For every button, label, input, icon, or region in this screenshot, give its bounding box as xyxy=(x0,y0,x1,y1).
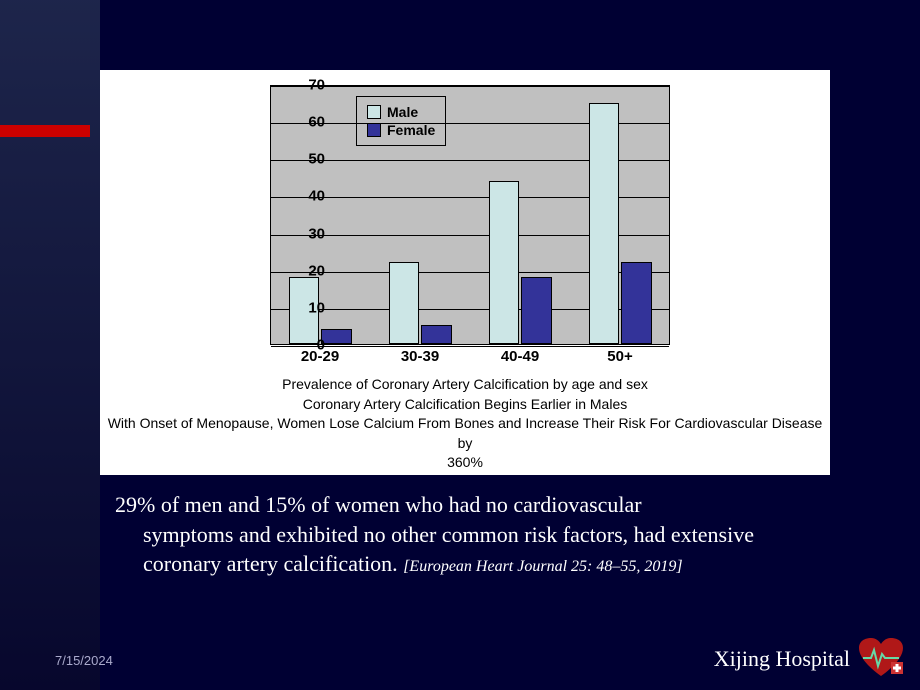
x-axis-label: 50+ xyxy=(580,348,660,365)
chart-caption: Prevalence of Coronary Artery Calcificat… xyxy=(100,375,830,473)
bar-female xyxy=(621,262,652,344)
x-axis-label: 40-49 xyxy=(480,348,560,365)
caption-line: Prevalence of Coronary Artery Calcificat… xyxy=(100,375,830,395)
x-axis-label: 20-29 xyxy=(280,348,360,365)
y-axis-label: 60 xyxy=(308,114,325,131)
chart-panel: Male Female 01020304050607020-2930-3940-… xyxy=(100,70,830,475)
y-axis-label: 50 xyxy=(308,151,325,168)
caption-line: 360% xyxy=(100,453,830,473)
bar-male xyxy=(389,262,420,344)
y-axis-label: 40 xyxy=(308,188,325,205)
accent-red-bar xyxy=(0,125,90,137)
y-axis-label: 10 xyxy=(308,299,325,316)
y-axis-label: 20 xyxy=(308,262,325,279)
plot-region: Male Female xyxy=(270,85,670,345)
legend-label-female: Female xyxy=(387,122,435,138)
caption-line: Coronary Artery Calcification Begins Ear… xyxy=(100,395,830,415)
x-axis-label: 30-39 xyxy=(380,348,460,365)
y-axis-label: 70 xyxy=(308,77,325,94)
legend-swatch-male xyxy=(367,105,381,119)
citation: [European Heart Journal 25: 48–55, 2019] xyxy=(403,558,682,575)
legend-item-male: Male xyxy=(367,104,435,120)
background-decoration xyxy=(0,0,100,690)
legend: Male Female xyxy=(356,96,446,146)
bar-female xyxy=(321,329,352,344)
bar-male xyxy=(589,103,620,344)
body-line-3: coronary artery calcification. xyxy=(143,551,403,576)
hospital-logo-icon xyxy=(857,636,905,678)
footer-hospital: Xijing Hospital xyxy=(714,646,850,672)
y-axis-label: 30 xyxy=(308,225,325,242)
body-line-1: 29% of men and 15% of women who had no c… xyxy=(115,492,642,517)
grid-line xyxy=(271,346,669,347)
bar-male xyxy=(489,181,520,344)
body-text: 29% of men and 15% of women who had no c… xyxy=(115,490,885,579)
grid-line xyxy=(271,86,669,87)
legend-item-female: Female xyxy=(367,122,435,138)
body-line-2: symptoms and exhibited no other common r… xyxy=(143,522,754,547)
legend-swatch-female xyxy=(367,123,381,137)
legend-label-male: Male xyxy=(387,104,418,120)
caption-line: With Onset of Menopause, Women Lose Calc… xyxy=(100,414,830,453)
footer-date: 7/15/2024 xyxy=(55,653,113,668)
bar-female xyxy=(421,325,452,344)
bar-female xyxy=(521,277,552,344)
chart-area: Male Female 01020304050607020-2930-3940-… xyxy=(230,80,690,370)
